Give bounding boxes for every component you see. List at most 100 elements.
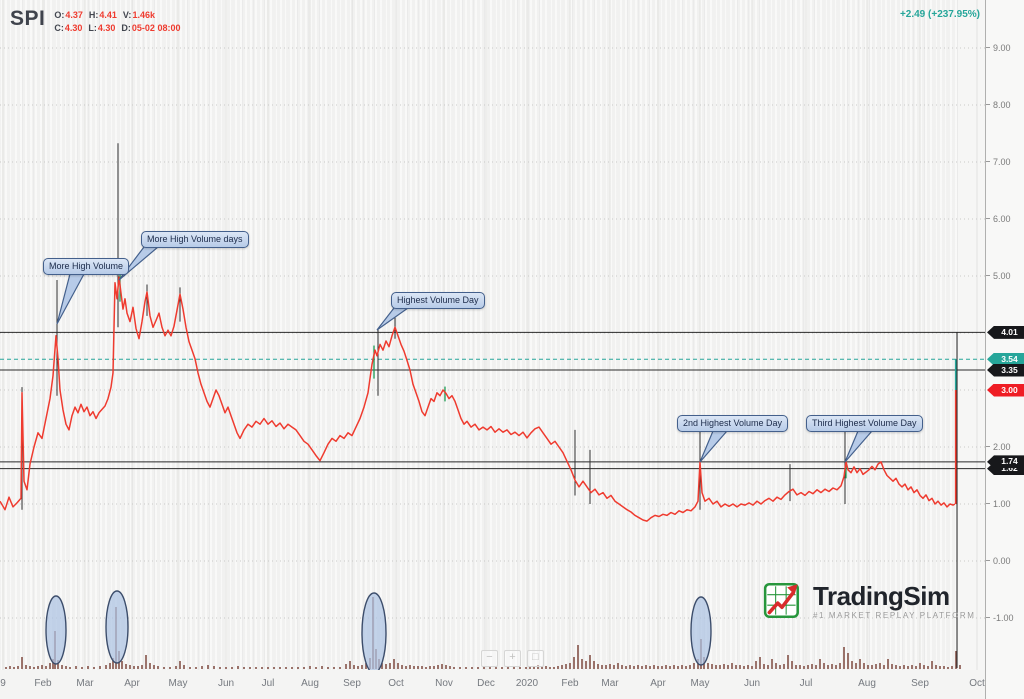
time-tick-label: Mar — [601, 678, 619, 689]
date-label: D: — [121, 23, 131, 33]
volume-bar — [775, 663, 777, 669]
volume-bar — [321, 666, 323, 669]
price-tick-label: -1.00 — [986, 613, 1014, 623]
volume-bar — [137, 666, 139, 669]
time-tick-label: Oct — [969, 678, 985, 689]
volume-bar — [437, 665, 439, 669]
volume-bar — [871, 665, 873, 669]
volume-bar — [21, 657, 23, 669]
volume-bar — [657, 666, 659, 669]
volume-bar — [767, 665, 769, 669]
volume-bar — [33, 667, 35, 669]
callout-tail — [376, 307, 410, 331]
price-tick-label: 9.00 — [986, 43, 1011, 53]
zoom-in-button[interactable]: + — [504, 650, 521, 667]
volume-bar — [723, 664, 725, 669]
price-tick-label: 2.00 — [986, 442, 1011, 452]
volume-bar — [681, 665, 683, 669]
volume-bar — [811, 664, 813, 669]
chart-plot-area[interactable] — [0, 0, 985, 670]
volume-value: 1.46k — [132, 10, 155, 20]
volume-bar — [959, 665, 961, 669]
callout-annotation[interactable]: Third Highest Volume Day — [806, 415, 923, 432]
volume-bar — [875, 664, 877, 669]
volume-highlight-ellipse[interactable] — [105, 590, 129, 664]
time-axis[interactable]: 9 Feb Mar Apr May Jun Jul Aug Sep Oct Nov Dec 2020 Fe… — [0, 670, 985, 699]
volume-bar — [61, 665, 63, 669]
zoom-out-button[interactable]: − — [481, 650, 498, 667]
volume-bar — [569, 663, 571, 669]
volume-bar — [99, 666, 101, 669]
volume-bar — [357, 666, 359, 669]
volume-bar — [121, 661, 123, 669]
ohlc-readout: O:4.37 H:4.41 V:1.46k C:4.30 L:4.30 D:05-02 … — [54, 6, 186, 35]
volume-bar — [887, 659, 889, 669]
volume-bar — [939, 666, 941, 669]
volume-bar — [471, 667, 473, 669]
tradingsim-logo-text: TradingSim #1 MARKET REPLAY PLATFORM — [813, 583, 976, 620]
volume-bar — [225, 667, 227, 669]
volume-highlight-ellipse[interactable] — [690, 596, 712, 666]
callout-annotation[interactable]: More High Volume days — [141, 231, 249, 248]
low-label: L: — [88, 23, 97, 33]
volume-bar — [715, 665, 717, 669]
volume-bar — [179, 661, 181, 669]
time-tick-label: Jul — [261, 678, 275, 689]
volume-bar — [417, 666, 419, 669]
volume-bar — [927, 666, 929, 669]
reset-view-button[interactable]: □ — [527, 650, 544, 667]
volume-bar — [57, 660, 59, 669]
volume-bar — [9, 666, 11, 669]
price-axis[interactable]: 9.00 8.00 7.00 6.00 5.00 2.00 1.00 0.00 -1.00 4.0… — [985, 0, 1024, 699]
volume-bar — [477, 667, 479, 669]
volume-bar — [381, 663, 383, 669]
volume-bar — [315, 667, 317, 669]
volume-bar — [349, 661, 351, 669]
volume-highlight-ellipse[interactable] — [361, 592, 387, 674]
volume-bar — [605, 665, 607, 669]
volume-bar — [597, 664, 599, 669]
callout-annotation[interactable]: Highest Volume Day — [391, 292, 485, 309]
volume-bar — [429, 666, 431, 669]
volume-bar — [87, 666, 89, 669]
volume-bar — [37, 666, 39, 669]
volume-bar — [731, 663, 733, 669]
volume-bar — [625, 666, 627, 669]
volume-bar — [513, 667, 515, 669]
ohlc-row1: O:4.37 H:4.41 V:1.46k — [54, 10, 161, 20]
volume-bar — [803, 666, 805, 669]
volume-bar — [581, 659, 583, 669]
volume-bar — [109, 663, 111, 669]
volume-bar — [827, 665, 829, 669]
close-label: C: — [54, 23, 64, 33]
volume-bar — [365, 663, 367, 669]
volume-bar — [783, 664, 785, 669]
volume-bar — [249, 667, 251, 669]
volume-bar — [585, 661, 587, 669]
volume-bar — [541, 666, 543, 669]
volume-bar — [593, 661, 595, 669]
price-tick-label: 0.00 — [986, 556, 1011, 566]
tradingsim-logo-icon — [763, 582, 799, 619]
volume-bar — [25, 665, 27, 669]
volume-highlight-ellipse[interactable] — [45, 595, 67, 665]
volume-bar — [81, 667, 83, 669]
volume-bar — [255, 667, 257, 669]
volume-bar — [711, 664, 713, 669]
volume-bar — [17, 666, 19, 669]
callout-annotation[interactable]: More High Volume — [43, 258, 130, 275]
volume-bar — [129, 665, 131, 669]
volume-bar — [565, 664, 567, 669]
time-tick-label: 9 — [0, 678, 6, 689]
volume-bar — [661, 666, 663, 669]
volume-bar — [645, 665, 647, 669]
volume-bar — [863, 663, 865, 669]
price-series-line[interactable] — [0, 276, 956, 522]
time-tick-label: Jun — [217, 678, 235, 689]
volume-bar — [601, 665, 603, 669]
volume-bar — [213, 666, 215, 669]
volume-bar — [141, 665, 143, 669]
volume-bar — [157, 666, 159, 669]
callout-annotation[interactable]: 2nd Highest Volume Day — [677, 415, 789, 432]
